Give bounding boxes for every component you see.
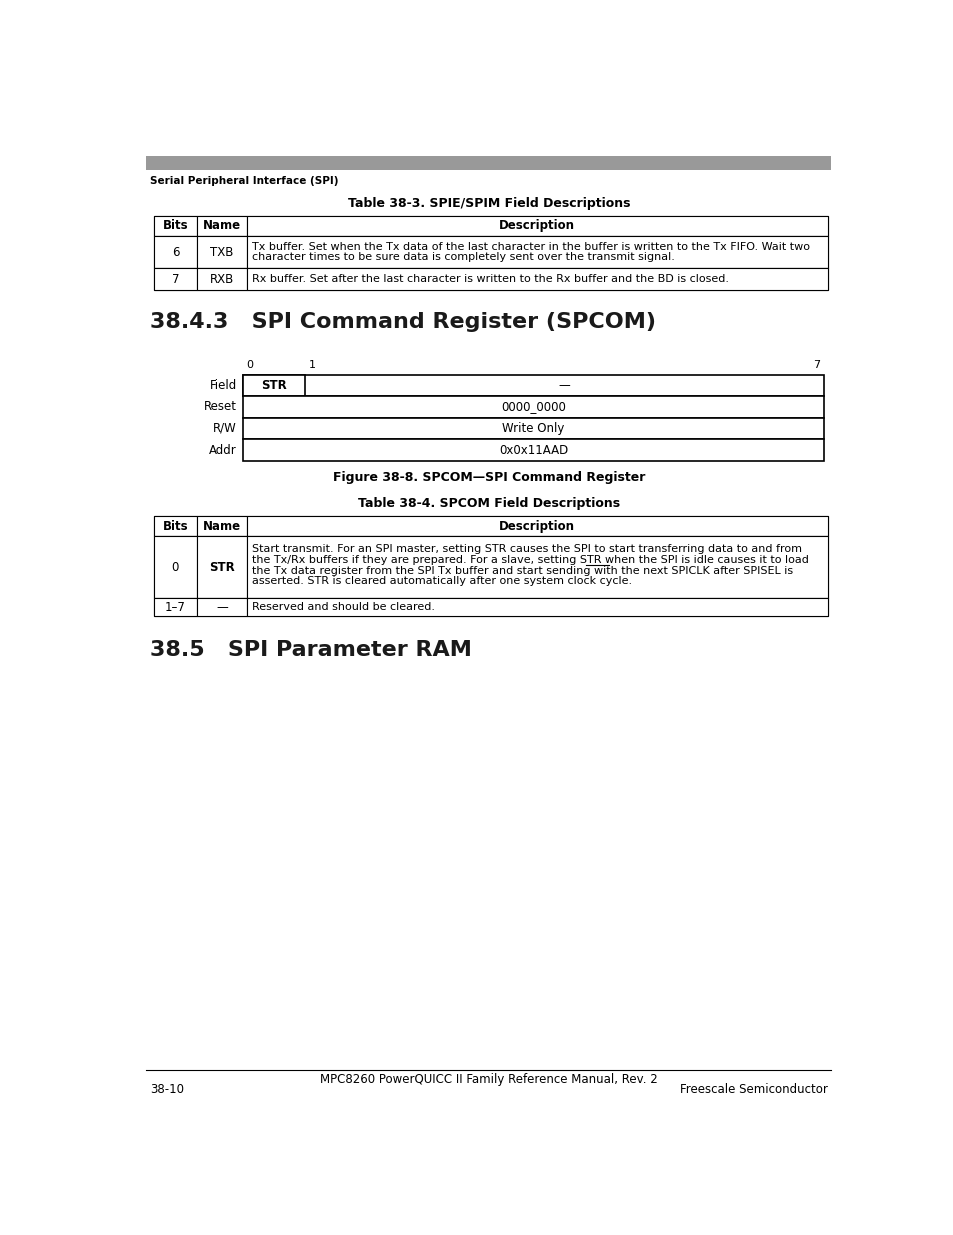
Text: 0x0x11AAD: 0x0x11AAD bbox=[498, 443, 568, 457]
Text: 0: 0 bbox=[246, 361, 253, 370]
Text: STR: STR bbox=[261, 379, 287, 391]
Text: asserted. STR is cleared automatically after one system clock cycle.: asserted. STR is cleared automatically a… bbox=[252, 577, 631, 587]
Text: Addr: Addr bbox=[209, 443, 236, 457]
Text: R/W: R/W bbox=[213, 422, 236, 435]
Bar bbox=[196, 268, 247, 290]
Bar bbox=[247, 598, 827, 616]
Text: 38.4.3   SPI Command Register (SPCOM): 38.4.3 SPI Command Register (SPCOM) bbox=[150, 312, 656, 332]
Text: 0: 0 bbox=[172, 561, 179, 573]
Bar bbox=[154, 598, 827, 616]
Bar bbox=[154, 536, 827, 598]
Bar bbox=[243, 396, 822, 417]
Bar bbox=[154, 536, 196, 598]
Text: Table 38-4. SPCOM Field Descriptions: Table 38-4. SPCOM Field Descriptions bbox=[357, 498, 619, 510]
Bar bbox=[154, 516, 827, 536]
Text: TXB: TXB bbox=[210, 246, 233, 258]
Bar bbox=[146, 156, 831, 169]
Text: Name: Name bbox=[203, 220, 241, 232]
Text: Field: Field bbox=[210, 379, 236, 391]
Text: 38.5   SPI Parameter RAM: 38.5 SPI Parameter RAM bbox=[150, 640, 472, 661]
Text: Name: Name bbox=[203, 520, 241, 532]
Text: Description: Description bbox=[498, 220, 575, 232]
Bar bbox=[154, 268, 196, 290]
Text: STR: STR bbox=[209, 561, 234, 573]
Text: Bits: Bits bbox=[162, 220, 188, 232]
Text: RXB: RXB bbox=[210, 273, 233, 285]
Bar bbox=[154, 236, 196, 268]
Text: 38-10: 38-10 bbox=[150, 1083, 184, 1095]
Text: Table 38-3. SPIE/SPIM Field Descriptions: Table 38-3. SPIE/SPIM Field Descriptions bbox=[347, 198, 630, 210]
Text: Description: Description bbox=[498, 520, 575, 532]
Bar bbox=[247, 516, 827, 536]
Text: Reset: Reset bbox=[204, 400, 236, 414]
Bar bbox=[196, 236, 247, 268]
Bar bbox=[243, 440, 822, 461]
Bar bbox=[247, 268, 827, 290]
Text: —: — bbox=[558, 379, 570, 391]
Bar bbox=[196, 216, 247, 236]
Text: Tx buffer. Set when the Tx data of the last character in the buffer is written t: Tx buffer. Set when the Tx data of the l… bbox=[252, 242, 809, 252]
Bar bbox=[154, 268, 827, 290]
Bar bbox=[243, 417, 822, 440]
Bar bbox=[154, 216, 196, 236]
Text: 7: 7 bbox=[813, 361, 820, 370]
Text: 1–7: 1–7 bbox=[165, 600, 186, 614]
Text: Start transmit. For an SPI master, setting STR causes the SPI to start transferr: Start transmit. For an SPI master, setti… bbox=[252, 543, 801, 555]
Text: 6: 6 bbox=[172, 246, 179, 258]
Text: 1: 1 bbox=[308, 361, 315, 370]
Bar bbox=[154, 216, 827, 236]
Text: Reserved and should be cleared.: Reserved and should be cleared. bbox=[252, 603, 435, 613]
Bar bbox=[247, 216, 827, 236]
Bar bbox=[154, 516, 196, 536]
Text: Figure 38-8. SPCOM—SPI Command Register: Figure 38-8. SPCOM—SPI Command Register bbox=[333, 472, 644, 484]
Bar bbox=[247, 536, 827, 598]
Text: Freescale Semiconductor: Freescale Semiconductor bbox=[679, 1083, 827, 1095]
Text: —: — bbox=[215, 600, 228, 614]
Text: 7: 7 bbox=[172, 273, 179, 285]
Text: Bits: Bits bbox=[162, 520, 188, 532]
Text: MPC8260 PowerQUICC II Family Reference Manual, Rev. 2: MPC8260 PowerQUICC II Family Reference M… bbox=[319, 1073, 658, 1087]
Bar bbox=[247, 236, 827, 268]
Bar bbox=[154, 236, 827, 268]
Text: the Tx data register from the SPI Tx buffer and start sending with the next SPIC: the Tx data register from the SPI Tx buf… bbox=[252, 566, 792, 576]
Text: the Tx/Rx buffers if they are prepared. For a slave, setting STR when the SPI is: the Tx/Rx buffers if they are prepared. … bbox=[252, 555, 808, 564]
Bar bbox=[196, 536, 247, 598]
Bar bbox=[196, 598, 247, 616]
Text: character times to be sure data is completely sent over the transmit signal.: character times to be sure data is compl… bbox=[252, 252, 674, 262]
Text: Rx buffer. Set after the last character is written to the Rx buffer and the BD i: Rx buffer. Set after the last character … bbox=[252, 274, 728, 284]
Text: Serial Peripheral Interface (SPI): Serial Peripheral Interface (SPI) bbox=[150, 175, 338, 185]
Bar bbox=[154, 598, 196, 616]
Bar bbox=[243, 374, 305, 396]
Bar bbox=[196, 516, 247, 536]
Text: 0000_0000: 0000_0000 bbox=[500, 400, 565, 414]
Bar bbox=[243, 374, 822, 396]
Text: Write Only: Write Only bbox=[502, 422, 564, 435]
